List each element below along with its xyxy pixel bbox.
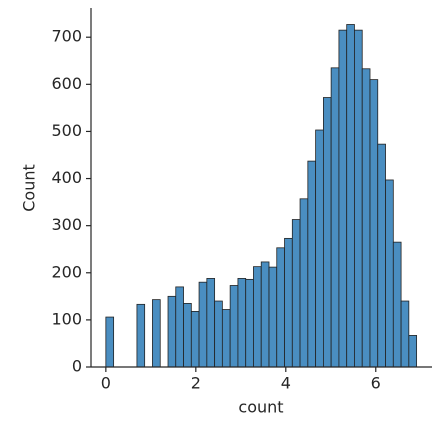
bar xyxy=(237,278,247,368)
bar xyxy=(276,247,285,368)
bar xyxy=(221,309,231,368)
bar xyxy=(152,299,161,368)
x-tick-label: 0 xyxy=(101,374,111,393)
bar xyxy=(253,266,262,368)
bar xyxy=(284,237,293,368)
bar xyxy=(190,311,200,368)
bar xyxy=(392,241,402,368)
x-tick-label: 4 xyxy=(281,374,291,393)
bar xyxy=(315,129,324,368)
bar xyxy=(229,285,239,368)
bar xyxy=(291,219,301,368)
x-tick-label: 2 xyxy=(191,374,201,393)
bar xyxy=(354,29,363,368)
bar xyxy=(167,295,177,368)
bar xyxy=(377,143,386,368)
y-tick-label: 700 xyxy=(51,27,82,46)
bar xyxy=(198,281,208,368)
x-tick-label: 6 xyxy=(371,374,381,393)
bar xyxy=(361,68,371,368)
bar xyxy=(408,335,418,368)
bar xyxy=(323,97,332,368)
bar xyxy=(330,67,340,368)
bar xyxy=(183,302,192,368)
bar xyxy=(385,179,394,368)
bar xyxy=(245,278,254,368)
bar xyxy=(299,198,309,368)
y-axis-label: Count xyxy=(20,164,39,212)
y-tick-label: 500 xyxy=(51,121,82,140)
y-tick-label: 0 xyxy=(72,357,82,376)
bar xyxy=(307,160,317,368)
y-tick-label: 100 xyxy=(51,309,82,328)
bar xyxy=(214,300,223,368)
bar xyxy=(369,79,379,368)
x-axis-label: count xyxy=(238,398,283,417)
bar xyxy=(260,261,270,368)
bar xyxy=(400,300,410,368)
bar xyxy=(105,316,115,368)
y-tick-label: 600 xyxy=(51,74,82,93)
bar xyxy=(206,278,216,368)
y-tick-label: 200 xyxy=(51,262,82,281)
y-tick-label: 400 xyxy=(51,168,82,187)
bar xyxy=(268,266,278,368)
bar xyxy=(136,303,146,368)
bar xyxy=(346,24,355,368)
bar xyxy=(338,29,348,368)
y-tick-label: 300 xyxy=(51,215,82,234)
bar xyxy=(175,286,184,368)
